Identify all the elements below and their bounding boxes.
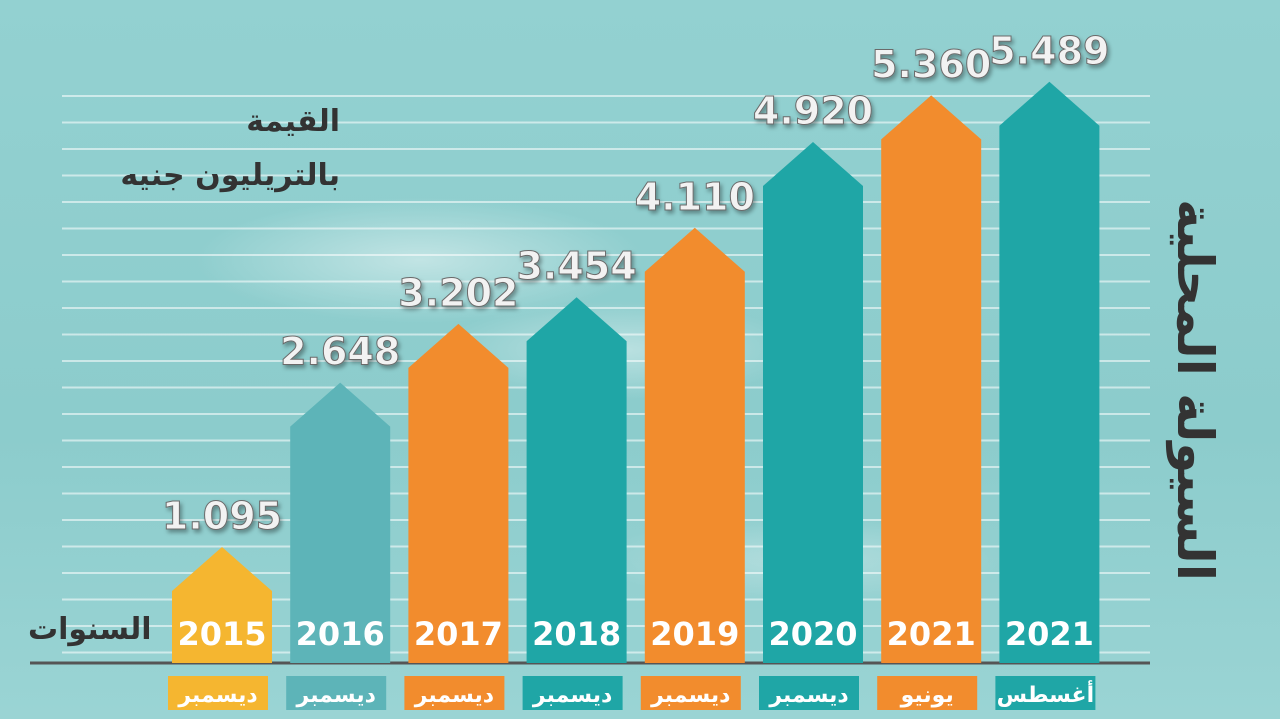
value-label: 2.648	[280, 330, 400, 374]
bar-7	[881, 95, 982, 663]
month-label: ديسمبر	[532, 683, 612, 708]
unit-label-line1: القيمة	[246, 104, 340, 139]
bar-6	[763, 142, 863, 663]
x-tick-label: 2021	[1005, 615, 1094, 653]
month-tag	[759, 676, 859, 710]
month-label: ديسمبر	[177, 683, 257, 708]
month-tag	[404, 676, 505, 710]
value-label: 4.920	[753, 89, 873, 133]
month-tag	[522, 676, 623, 710]
bar-1	[172, 547, 272, 663]
value-label: 3.202	[398, 271, 518, 315]
x-axis-label: السنوات	[28, 612, 152, 647]
month-label: أغسطس	[997, 679, 1095, 708]
month-tag	[168, 676, 268, 710]
chart-title: السيولة المحلية	[1166, 199, 1224, 581]
month-label: ديسمبر	[650, 683, 730, 708]
bar-5	[644, 227, 745, 664]
bar-2	[290, 382, 391, 663]
value-label: 3.454	[516, 244, 636, 288]
month-label: يونيو	[900, 683, 954, 708]
month-tag	[877, 676, 978, 710]
x-tick-label: 2020	[768, 615, 857, 653]
month-label: ديسمبر	[296, 683, 376, 708]
x-tick-label: 2021	[887, 615, 976, 653]
value-label: 5.360	[871, 42, 991, 86]
value-label: 1.095	[162, 494, 282, 538]
x-tick-label: 2015	[177, 615, 266, 653]
month-label: ديسمبر	[414, 683, 494, 708]
bar-8	[999, 81, 1100, 664]
value-label: 5.489	[989, 29, 1109, 73]
x-tick-label: 2019	[650, 615, 739, 653]
bar-3	[408, 323, 509, 663]
value-label: 4.110	[635, 175, 755, 219]
x-tick-label: 2017	[414, 615, 503, 653]
unit-label-line2: بالتريليون جنيه	[120, 158, 340, 193]
month-tag	[640, 676, 741, 710]
bar-4	[526, 297, 627, 663]
x-tick-label: 2018	[532, 615, 621, 653]
month-tag	[995, 676, 1096, 710]
chart-title-container: السيولة المحلية	[1140, 199, 1250, 581]
month-label: ديسمبر	[768, 683, 848, 708]
month-tag	[286, 676, 387, 710]
x-tick-label: 2016	[296, 615, 385, 653]
